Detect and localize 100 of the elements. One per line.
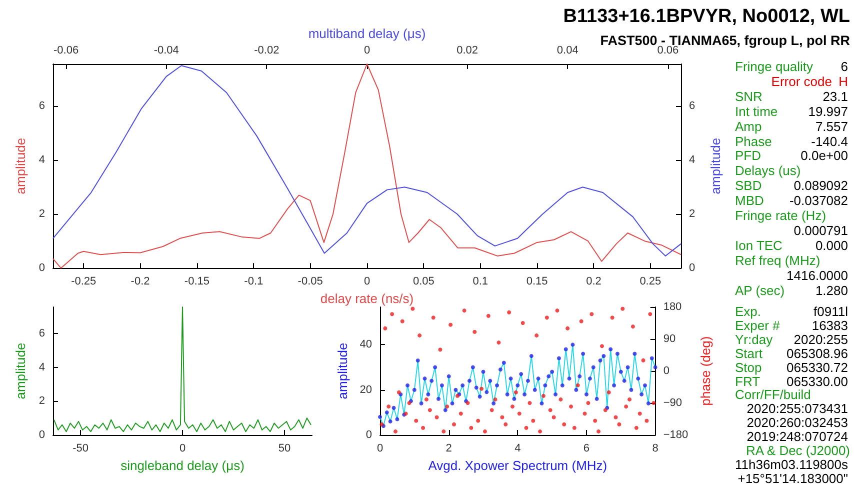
x-tick-label: 0.25 — [640, 276, 662, 288]
text: 1416.0000 — [786, 268, 848, 283]
text: Start — [735, 346, 762, 361]
text: Fringe quality — [735, 59, 814, 74]
text: RA & Dec (J2000) — [746, 443, 850, 458]
x-tick-label: 0 — [179, 442, 186, 454]
text: FRT — [735, 374, 760, 388]
text: 23.1 — [822, 88, 848, 104]
y-tick-label: 0 — [38, 429, 45, 441]
x-tick-label: 8 — [652, 442, 658, 454]
y2-tick-label: 0 — [689, 262, 696, 274]
text: 2020:255 — [794, 332, 848, 347]
y-tick-label: 0 — [366, 429, 372, 441]
x-tick-label: 6 — [583, 442, 590, 454]
x-axis-title: singleband delay (μs) — [120, 458, 244, 473]
text: 0.089092 — [794, 178, 848, 194]
y-tick-label: 2 — [38, 208, 45, 220]
text: 0.000 — [815, 238, 848, 253]
y2-tick-label: −90 — [663, 397, 682, 409]
text: AP (sec) — [735, 282, 785, 298]
x-tick-label: 0.2 — [586, 276, 602, 288]
x2-tick-label: -0.02 — [254, 44, 280, 56]
y-axis-title: amplitude — [13, 138, 28, 194]
text: Yr:day — [735, 332, 773, 347]
text: Ref freq (MHz) — [735, 252, 820, 268]
text: Error code — [771, 74, 832, 89]
text: 19.997 — [808, 104, 848, 119]
text: Int time — [735, 104, 778, 119]
y-tick-label: 40 — [360, 338, 372, 351]
x-tick-label: -0.25 — [71, 276, 96, 288]
text: 16383 — [812, 318, 848, 333]
text: 0.000791 — [794, 222, 848, 238]
y2-tick-label: 90 — [663, 333, 676, 345]
x-tick-label: 2 — [446, 442, 452, 454]
x2-tick-label: 0.06 — [657, 44, 679, 56]
x-axis-title: delay rate (ns/s) — [320, 291, 414, 306]
line-series — [54, 306, 312, 432]
x-tick-label: -0.05 — [298, 276, 323, 288]
text: MBD — [735, 193, 764, 208]
text: -0.037082 — [789, 193, 848, 208]
text: Amp — [735, 118, 762, 134]
y-tick-label: 0 — [38, 262, 45, 274]
x-tick-label: 0.15 — [526, 276, 548, 288]
y2-tick-label: 0 — [663, 365, 670, 377]
x-tick-label: -50 — [72, 442, 88, 454]
y2-tick-label: −180 — [663, 429, 688, 441]
y-axis-title: amplitude — [13, 342, 28, 400]
y2-tick-label: 2 — [689, 208, 696, 220]
text: 0.0e+00 — [800, 148, 848, 164]
x-tick-label: -0.15 — [184, 276, 210, 288]
text: Corr/FF/build — [735, 387, 811, 402]
y-tick-label: 6 — [38, 100, 45, 112]
text: Exp. — [735, 304, 762, 319]
x-tick-label: 0 — [376, 442, 384, 454]
text: 065330.72 — [786, 360, 848, 375]
text: Delays (us) — [735, 163, 801, 178]
text: SNR — [735, 88, 762, 104]
text: 2020:255:073431 — [746, 401, 848, 416]
text: 2019:248:070724 — [746, 429, 848, 444]
x2-axis-title: multiband delay (μs) — [308, 26, 426, 42]
x2-tick-label: -0.06 — [54, 44, 79, 56]
x-tick-label: -0.2 — [130, 276, 150, 288]
y2-tick-label: 180 — [663, 301, 682, 313]
text: SBD — [735, 178, 762, 194]
text: 7.557 — [815, 118, 848, 134]
y2-axis-title: phase (deg) — [698, 336, 713, 406]
text: -140.4 — [811, 134, 848, 148]
text: 6 — [840, 59, 848, 74]
text: +15°51'14.183000" — [738, 470, 848, 486]
x2-tick-label: 0.02 — [456, 44, 478, 56]
text: 065330.00 — [786, 374, 848, 388]
text: 2020:260:032453 — [746, 415, 848, 430]
text: PFD — [735, 148, 761, 164]
y-axis-title: amplitude — [334, 342, 350, 400]
y2-axis-title: amplitude — [708, 138, 723, 194]
y2-tick-label: 6 — [689, 100, 696, 112]
y2-tick-label: 4 — [689, 154, 696, 166]
x-tick-label: -0.1 — [244, 276, 264, 288]
text: Exper # — [735, 318, 780, 333]
x-tick-label: 0.05 — [412, 276, 434, 288]
y-tick-label: 6 — [38, 327, 45, 340]
x-tick-label: 4 — [514, 442, 521, 454]
x2-tick-label: 0.04 — [556, 44, 578, 56]
y-tick-label: 2 — [38, 395, 45, 408]
text: Fringe rate (Hz) — [735, 208, 826, 223]
text: B1133+16.1BPVYR, No0012, WL — [563, 6, 850, 28]
x-axis-title: Avgd. Xpower Spectrum (MHz) — [428, 458, 608, 473]
text: Ion TEC — [735, 238, 782, 253]
text: H — [838, 74, 848, 89]
y-tick-label: 4 — [38, 154, 45, 166]
text: 1.280 — [815, 282, 848, 298]
text: f0911l — [814, 304, 848, 319]
text: Phase — [735, 134, 772, 148]
x-tick-label: 50 — [278, 442, 291, 454]
x-tick-label: 0.1 — [472, 276, 488, 288]
text: Stop — [735, 360, 762, 375]
x2-tick-label: -0.04 — [154, 44, 179, 56]
text: 065308.96 — [786, 346, 848, 361]
y-tick-label: 20 — [360, 384, 372, 396]
text: 11h36m03.119800s — [734, 456, 848, 472]
